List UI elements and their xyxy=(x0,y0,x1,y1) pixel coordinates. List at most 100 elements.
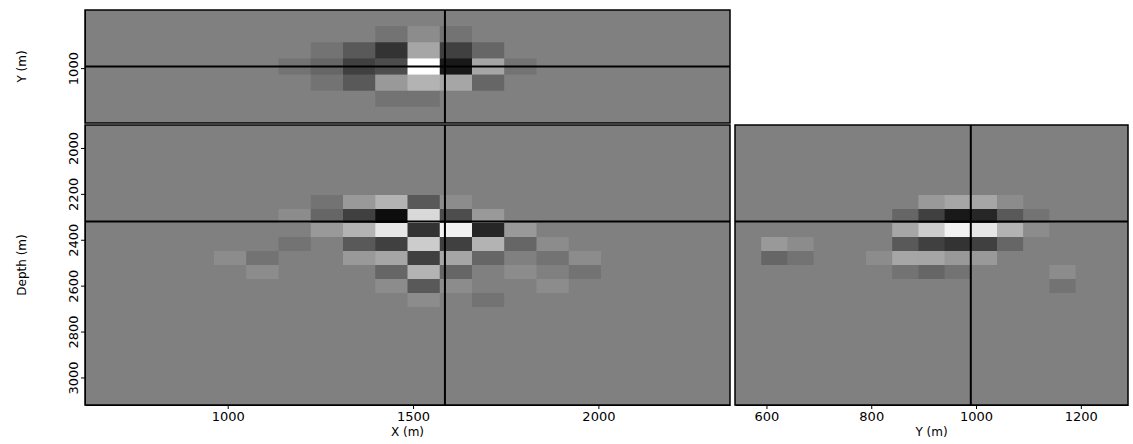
cell xyxy=(735,153,762,168)
cell xyxy=(666,125,699,140)
cell xyxy=(997,125,1024,140)
cell xyxy=(601,107,634,123)
cell xyxy=(945,125,972,140)
cell xyxy=(892,363,919,378)
cell xyxy=(343,153,376,168)
cell xyxy=(601,349,634,364)
cell xyxy=(85,91,118,108)
cell xyxy=(279,26,312,43)
cell xyxy=(246,195,279,210)
cell xyxy=(1049,279,1076,294)
cell xyxy=(840,251,867,266)
cell xyxy=(633,75,666,92)
cell xyxy=(537,139,570,154)
cell xyxy=(1023,391,1050,405)
cell xyxy=(472,293,505,308)
cell xyxy=(472,75,505,92)
cell xyxy=(840,237,867,252)
cell xyxy=(375,10,408,27)
cell xyxy=(311,349,344,364)
crosshair-vertical xyxy=(444,125,446,405)
cell xyxy=(1102,279,1128,294)
cell xyxy=(504,377,537,392)
cell xyxy=(182,237,215,252)
cell xyxy=(666,307,699,322)
plot-frame xyxy=(735,125,1128,405)
tick-mark xyxy=(81,148,85,149)
cell xyxy=(311,107,344,123)
cell xyxy=(117,42,150,59)
cell xyxy=(343,167,376,182)
cell xyxy=(971,307,998,322)
cell xyxy=(117,349,150,364)
cell xyxy=(117,125,150,140)
cell xyxy=(1023,321,1050,336)
cell xyxy=(601,125,634,140)
cell xyxy=(601,307,634,322)
cell xyxy=(633,251,666,266)
tick: 1000 xyxy=(212,405,245,424)
cell xyxy=(761,307,788,322)
cell xyxy=(761,377,788,392)
cell xyxy=(537,181,570,196)
cell xyxy=(343,293,376,308)
tick: 2200 xyxy=(66,178,85,211)
y-axis-title: Depth (m) xyxy=(15,234,29,295)
cell xyxy=(311,251,344,266)
cell xyxy=(246,237,279,252)
cell xyxy=(150,167,183,182)
cell xyxy=(814,349,841,364)
cell xyxy=(537,349,570,364)
cell xyxy=(408,107,441,123)
cell xyxy=(1102,293,1128,308)
cell xyxy=(408,363,441,378)
cell xyxy=(408,223,441,238)
cell xyxy=(601,335,634,350)
cell xyxy=(150,91,183,108)
cell xyxy=(214,349,247,364)
cell xyxy=(945,307,972,322)
cell xyxy=(918,139,945,154)
cell xyxy=(633,293,666,308)
cell xyxy=(735,307,762,322)
cell xyxy=(761,223,788,238)
cell xyxy=(1102,335,1128,350)
cell xyxy=(1102,307,1128,322)
x-axis: 60080010001200 xyxy=(736,405,1129,424)
cell xyxy=(601,195,634,210)
cell xyxy=(343,349,376,364)
tick-mark xyxy=(81,332,85,333)
cell xyxy=(311,321,344,336)
cell xyxy=(787,279,814,294)
cell xyxy=(214,107,247,123)
plot-frame xyxy=(85,125,730,405)
cell xyxy=(150,265,183,280)
cell xyxy=(504,223,537,238)
cell xyxy=(343,42,376,59)
cell xyxy=(866,377,893,392)
cell xyxy=(537,251,570,266)
cell xyxy=(85,153,118,168)
cell xyxy=(246,167,279,182)
cell xyxy=(117,75,150,92)
cell xyxy=(85,10,118,27)
cell xyxy=(1076,237,1103,252)
cell xyxy=(840,195,867,210)
cell xyxy=(892,321,919,336)
tick-label: 3000 xyxy=(66,361,81,394)
tick: 2600 xyxy=(66,270,85,303)
cell xyxy=(375,335,408,350)
cell xyxy=(787,167,814,182)
cell xyxy=(85,195,118,210)
cell xyxy=(866,251,893,266)
cell xyxy=(735,321,762,336)
cell xyxy=(279,335,312,350)
cell xyxy=(633,153,666,168)
cell xyxy=(343,107,376,123)
cell xyxy=(150,75,183,92)
cell xyxy=(569,181,602,196)
cell xyxy=(246,307,279,322)
cell xyxy=(840,349,867,364)
cell xyxy=(1023,363,1050,378)
cell xyxy=(279,153,312,168)
